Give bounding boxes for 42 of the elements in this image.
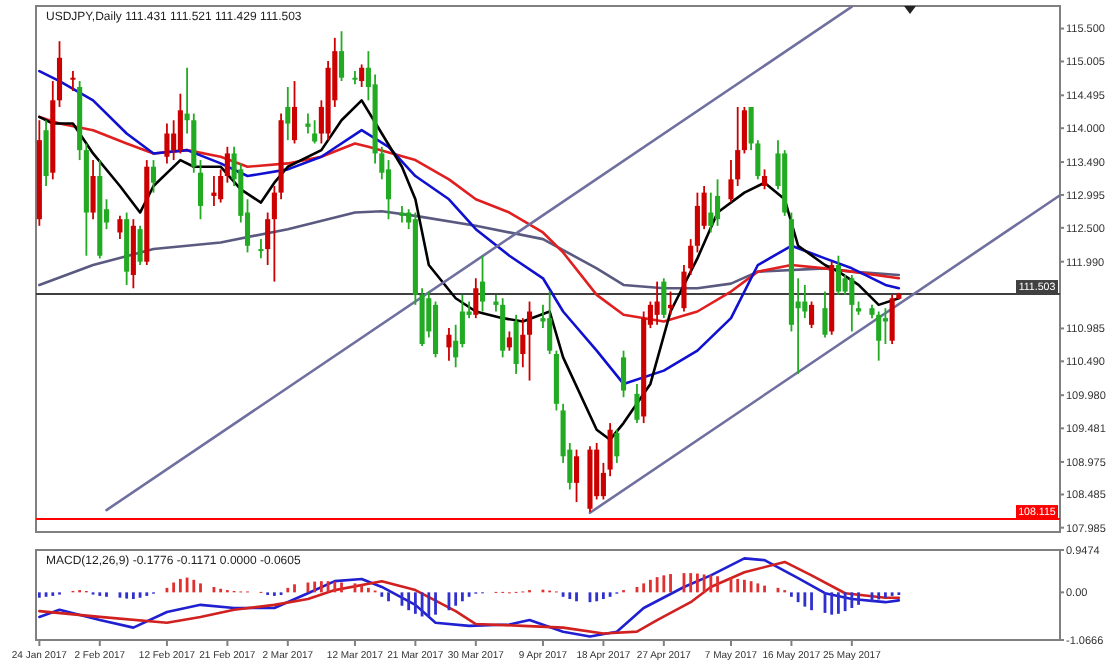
candlestick — [258, 238, 264, 260]
candlestick — [620, 349, 627, 399]
candlestick — [809, 300, 815, 330]
candlestick — [661, 277, 667, 320]
candlestick — [285, 86, 291, 142]
candlestick — [446, 327, 452, 362]
candlestick — [526, 300, 533, 382]
candlestick — [150, 159, 157, 194]
candlestick — [352, 70, 358, 86]
candlestick — [90, 159, 96, 221]
line-series — [38, 115, 901, 323]
candlestick — [359, 63, 365, 88]
candlestick — [708, 191, 714, 234]
candlestick — [594, 442, 600, 501]
candlestick — [876, 310, 882, 362]
candlestick — [513, 313, 519, 375]
candlestick — [835, 254, 841, 296]
candlestick — [479, 254, 486, 313]
candlestick — [547, 290, 553, 355]
candlestick — [43, 119, 49, 187]
candlestick — [506, 330, 512, 352]
candlestick — [164, 122, 170, 165]
candlestick — [520, 317, 526, 369]
candlestick — [614, 428, 620, 464]
candlestick — [822, 290, 828, 339]
candlestick — [70, 70, 76, 92]
candlestick — [399, 205, 405, 224]
candlestick — [849, 274, 855, 333]
candlestick — [654, 280, 660, 326]
candlestick — [137, 224, 143, 266]
candlestick — [715, 178, 721, 227]
candlestick — [634, 383, 640, 424]
candlestick — [338, 30, 345, 82]
candlestick — [177, 92, 183, 155]
candlestick — [573, 448, 580, 504]
candlestick — [762, 168, 768, 191]
candlestick — [291, 80, 298, 145]
candlestick — [197, 159, 204, 221]
candlestick — [500, 297, 506, 359]
candlestick — [473, 277, 479, 320]
candlestick — [889, 294, 895, 345]
candlestick — [117, 214, 123, 241]
